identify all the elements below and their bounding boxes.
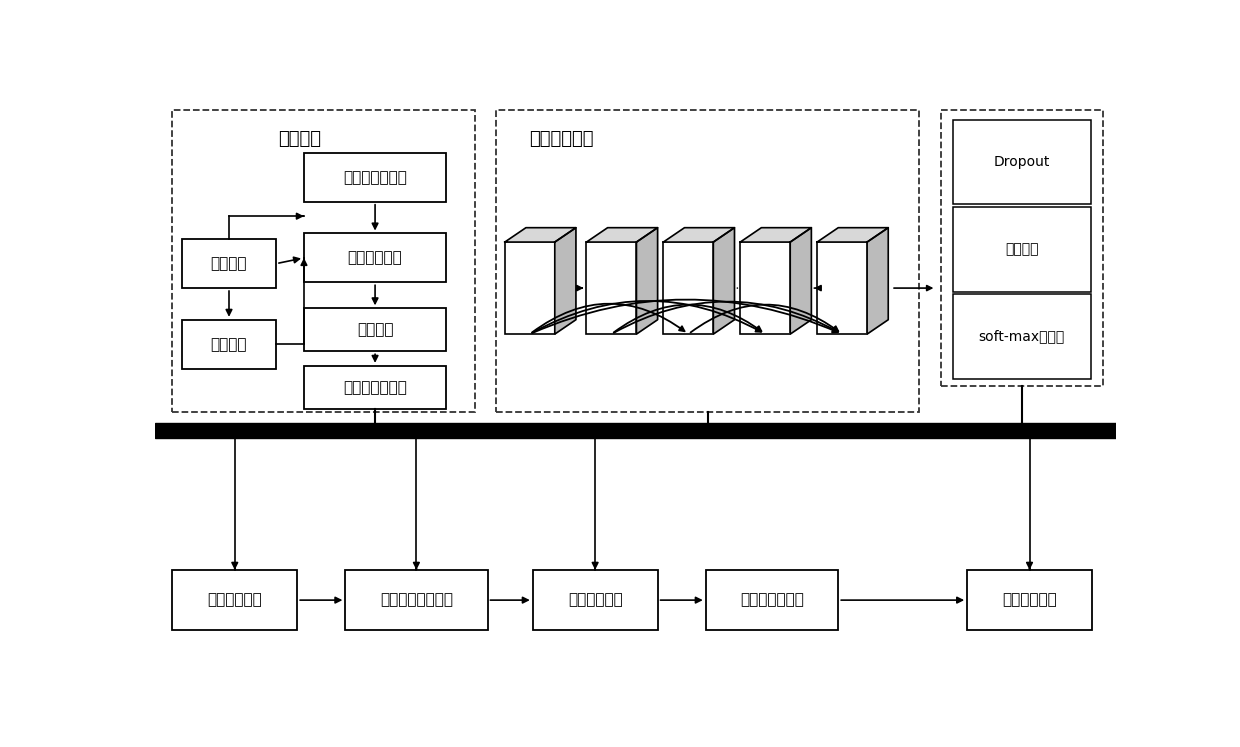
Bar bbox=[496, 110, 919, 412]
Bar bbox=[304, 233, 446, 282]
Text: 光谱空间特征提取: 光谱空间特征提取 bbox=[379, 592, 453, 607]
Bar bbox=[967, 570, 1092, 630]
Text: 高光谱遥感图像: 高光谱遥感图像 bbox=[343, 170, 407, 185]
Polygon shape bbox=[636, 228, 657, 334]
Polygon shape bbox=[740, 228, 811, 242]
Polygon shape bbox=[817, 228, 888, 242]
Text: 最终分类结果: 最终分类结果 bbox=[1002, 592, 1056, 607]
Bar bbox=[155, 424, 1116, 438]
Text: 随机选择: 随机选择 bbox=[357, 322, 393, 338]
Text: Dropout: Dropout bbox=[993, 155, 1050, 169]
Bar bbox=[304, 153, 446, 202]
Bar bbox=[172, 570, 298, 630]
Bar bbox=[345, 570, 487, 630]
Text: 训练样本: 训练样本 bbox=[278, 130, 321, 148]
Bar bbox=[182, 239, 277, 288]
Bar bbox=[304, 309, 446, 351]
Bar bbox=[304, 366, 446, 409]
Bar bbox=[952, 207, 1091, 291]
Polygon shape bbox=[867, 228, 888, 334]
Bar bbox=[663, 242, 713, 334]
Text: soft-max分类器: soft-max分类器 bbox=[978, 329, 1065, 344]
Bar bbox=[533, 570, 657, 630]
Polygon shape bbox=[713, 228, 734, 334]
Polygon shape bbox=[663, 228, 734, 242]
Bar bbox=[587, 242, 636, 334]
Text: 光谱数据立方体: 光谱数据立方体 bbox=[343, 379, 407, 395]
Text: 初始分类结果: 初始分类结果 bbox=[568, 592, 622, 607]
Bar bbox=[505, 242, 554, 334]
Bar bbox=[740, 242, 790, 334]
Text: 条件随机场优化: 条件随机场优化 bbox=[740, 592, 804, 607]
Polygon shape bbox=[790, 228, 811, 334]
Bar bbox=[706, 570, 838, 630]
Bar bbox=[952, 120, 1091, 204]
Text: 虚拟样本: 虚拟样本 bbox=[211, 337, 247, 352]
Text: 混合样本数据: 混合样本数据 bbox=[347, 250, 403, 265]
Bar bbox=[817, 242, 867, 334]
Polygon shape bbox=[587, 228, 657, 242]
Bar bbox=[952, 294, 1091, 379]
Polygon shape bbox=[505, 228, 575, 242]
Bar bbox=[182, 320, 277, 368]
Bar bbox=[941, 110, 1102, 386]
Polygon shape bbox=[554, 228, 575, 334]
Text: 原始数据: 原始数据 bbox=[211, 256, 247, 271]
Text: 构建空谱数据: 构建空谱数据 bbox=[207, 592, 262, 607]
Bar bbox=[172, 110, 475, 412]
Text: 密集残差结构: 密集残差结构 bbox=[529, 130, 594, 148]
Text: 全连接层: 全连接层 bbox=[1006, 242, 1039, 256]
